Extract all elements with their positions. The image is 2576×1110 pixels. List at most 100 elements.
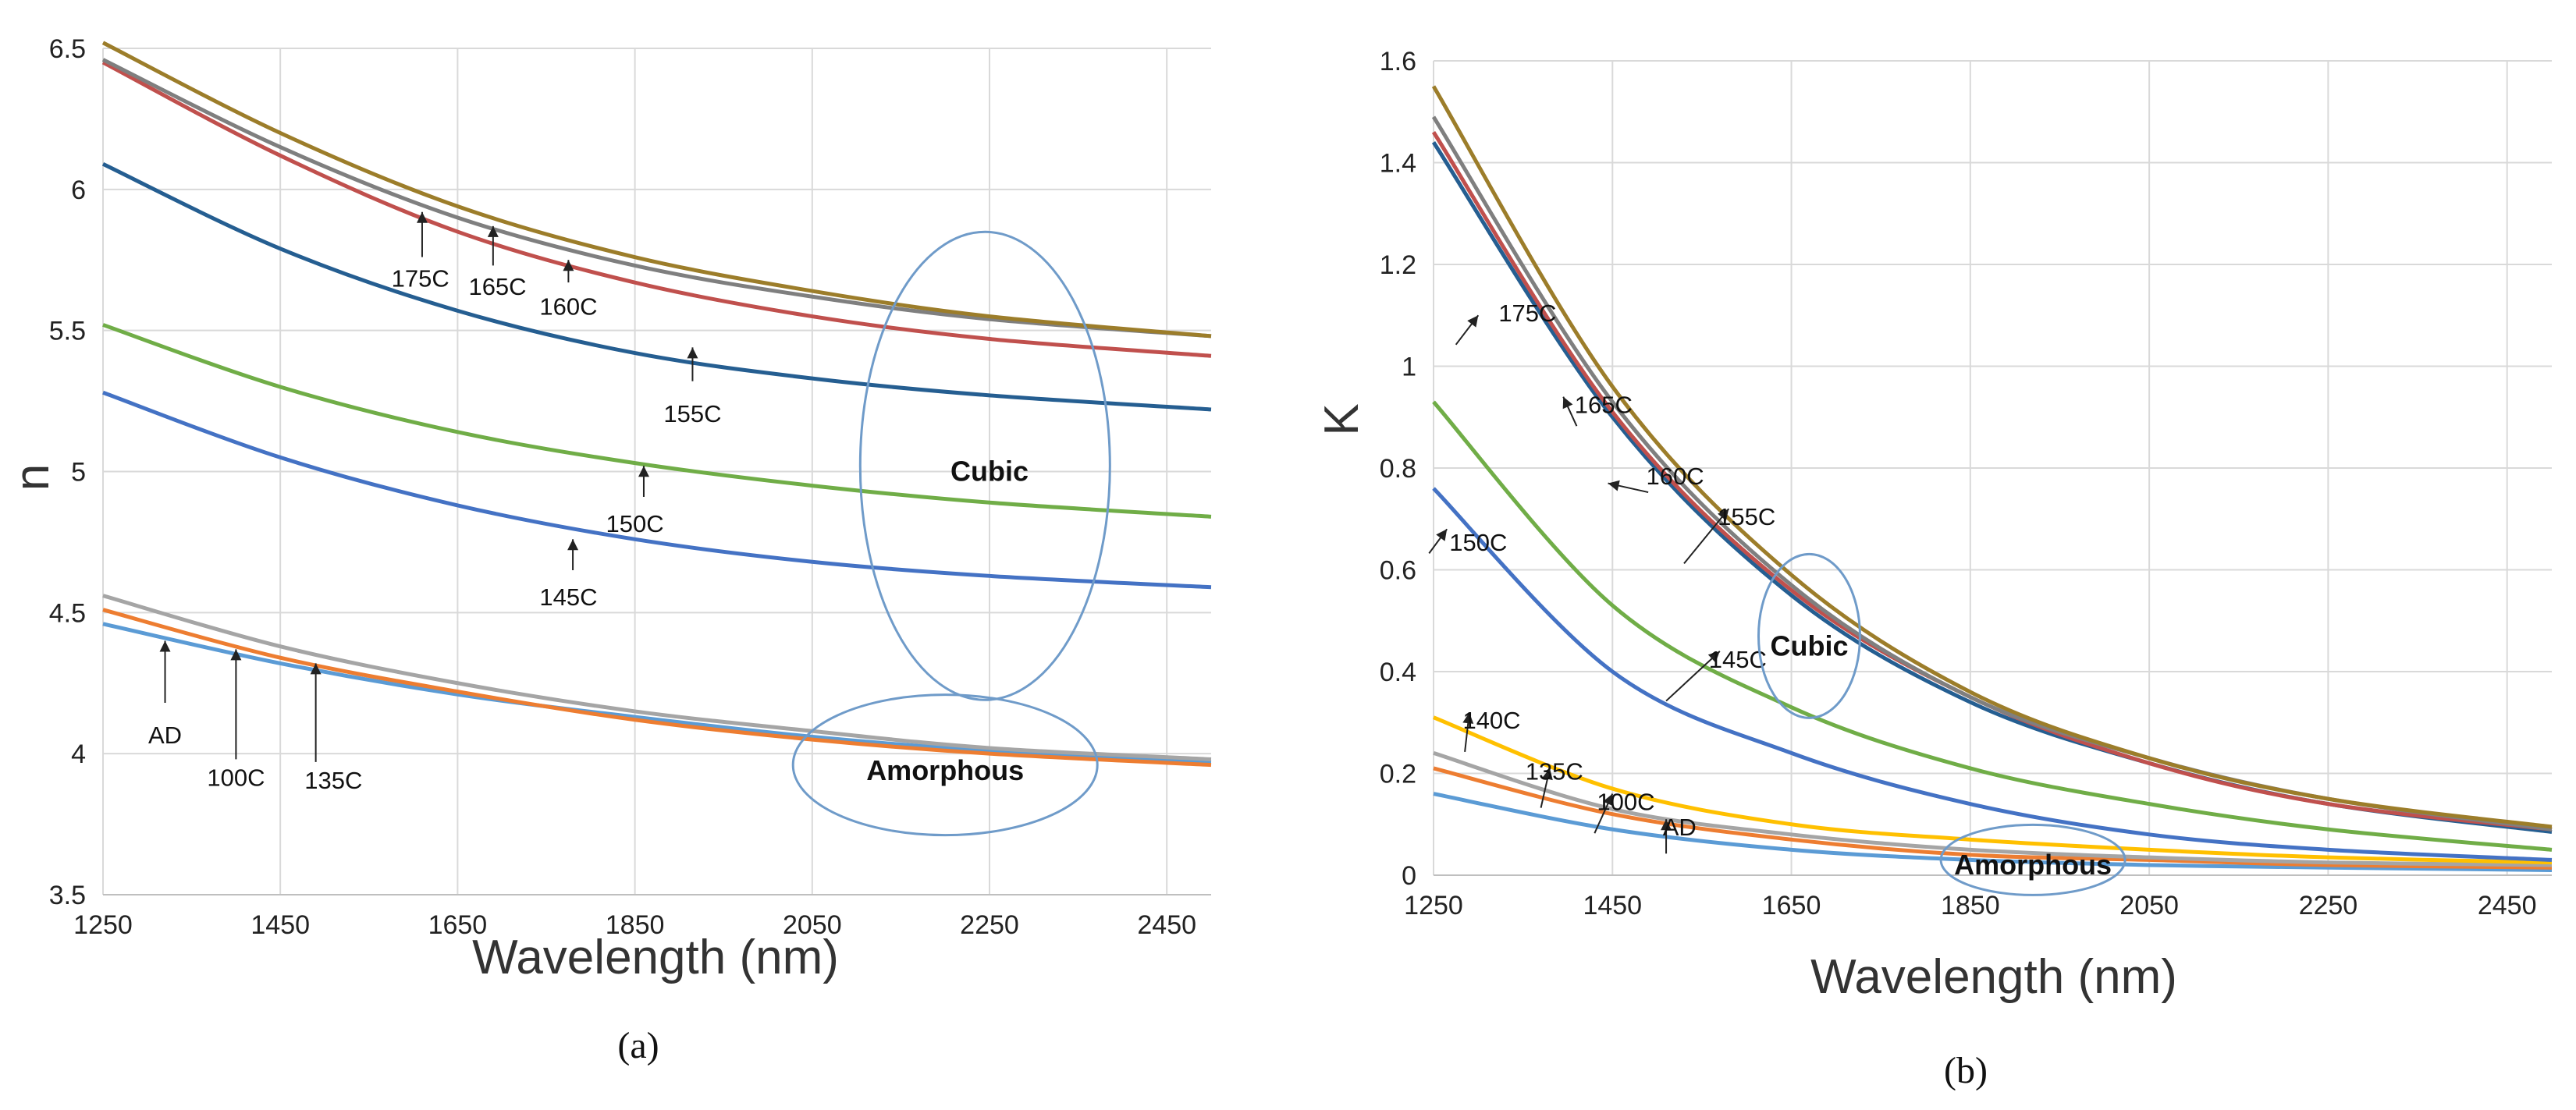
x-tick-label: 2450: [1137, 910, 1196, 940]
curve-label: 175C: [1498, 300, 1556, 327]
series-line-135c: [1433, 751, 2553, 867]
y-tick-label: 5.5: [49, 317, 86, 346]
region-label: Amorphous: [1954, 849, 2112, 881]
x-tick-label: 2050: [2119, 891, 2179, 920]
y-tick-label: 1.4: [1380, 149, 1416, 179]
series-line-155c: [1431, 141, 2553, 835]
y-tick-label: 4.5: [49, 598, 86, 628]
y-tick-label: 0.8: [1380, 454, 1416, 484]
x-tick-label: 1850: [606, 910, 665, 940]
region-ellipse: [1757, 552, 1861, 719]
y-axis-title-b: K: [1315, 403, 1369, 435]
curve-label: AD: [1663, 814, 1697, 841]
curve-label: 145C: [1709, 646, 1767, 673]
curve-label: 155C: [663, 400, 721, 427]
annotation-arrowhead: [1462, 712, 1474, 724]
x-tick-label: 1450: [250, 910, 310, 940]
curve-label: 160C: [539, 293, 597, 320]
annotation-arrowhead: [1562, 396, 1573, 410]
series-line-160c: [101, 60, 1212, 358]
ticks-a: 1250 1450 1650 1850 2050 2250 2450 3.5 4 4.5 5 5.5 6…: [49, 34, 1196, 940]
ticks-b: 1250 1450 1650 1850 2050 2250 2450 0 0.2 0.4 0.6 0.…: [1380, 47, 2537, 920]
series-line-150c: [1432, 400, 2553, 852]
series-line-160c: [1431, 131, 2553, 832]
series-line-145c: [102, 390, 1212, 590]
annotation-arrowhead: [687, 347, 698, 359]
curve-label: 150C: [1449, 529, 1507, 556]
grid-b: [1433, 60, 2552, 876]
curve-label: 175C: [392, 264, 449, 292]
annotation-arrowhead: [567, 539, 579, 551]
annotation-arrowhead: [1707, 651, 1720, 663]
curve-label: 140C: [1462, 707, 1520, 734]
y-tick-label: 0.2: [1380, 760, 1416, 789]
annotation-arrowhead: [416, 211, 428, 223]
caption-a: (a): [617, 1025, 659, 1066]
y-axis-title-a: n: [5, 464, 59, 491]
y-tick-label: 0.4: [1380, 658, 1416, 687]
annotation-arrowhead: [310, 663, 322, 675]
y-tick-label: 1.2: [1380, 250, 1416, 280]
curve-label: 135C: [304, 767, 362, 794]
y-tick-label: 5: [71, 458, 86, 488]
annotation-arrowhead: [1661, 819, 1672, 831]
y-tick-label: 6.5: [49, 34, 86, 64]
series-line-100c: [102, 608, 1212, 768]
x-tick-label: 1850: [1941, 891, 2000, 920]
series-line-ad: [102, 622, 1212, 764]
grid-a: [102, 48, 1211, 895]
curve-label: 135C: [1526, 757, 1583, 785]
annotation-arrow-line: [1683, 508, 1730, 565]
y-tick-label: 0: [1402, 861, 1416, 891]
annotation-arrowhead: [563, 260, 574, 271]
y-tick-label: 4: [71, 739, 86, 769]
annotations-a: 175C 165C 160C 155C 150C 145C AD 100C 135C Cubic A…: [148, 211, 1111, 837]
y-tick-label: 6: [71, 176, 86, 205]
region-ellipse: [791, 693, 1099, 837]
x-tick-label: 1450: [1583, 891, 1642, 920]
x-axis-title-b: Wavelength (nm): [1810, 950, 2177, 1004]
curve-label: 165C: [1575, 392, 1633, 419]
y-tick-label: 3.5: [49, 881, 86, 910]
x-tick-label: 1650: [1762, 891, 1821, 920]
x-tick-label: 1650: [428, 910, 488, 940]
annotation-arrowhead: [230, 649, 242, 661]
x-tick-label: 2250: [2299, 891, 2358, 920]
curve-label: AD: [148, 722, 182, 749]
curve-label: 150C: [606, 510, 664, 537]
annotation-arrowhead: [1436, 529, 1448, 541]
series-line-135c: [102, 594, 1212, 761]
annotation-arrowhead: [487, 225, 499, 237]
series-line-175c: [101, 41, 1212, 339]
region-ellipse: [1939, 823, 2127, 896]
series-b: [1431, 85, 2553, 872]
series-line-145c: [1432, 487, 2553, 862]
curve-label: 160C: [1646, 463, 1704, 490]
series-line-140c: [1433, 715, 2553, 865]
x-axis-title-a: Wavelength (nm): [472, 931, 839, 984]
y-tick-label: 1.6: [1380, 47, 1416, 76]
annotation-arrow-line: [1665, 651, 1721, 702]
x-tick-label: 1250: [1404, 891, 1463, 920]
series-line-175c: [1431, 85, 2553, 829]
annotation-arrowhead: [1467, 315, 1479, 328]
x-tick-label: 1250: [73, 910, 133, 940]
panel-b: 1250 1450 1650 1850 2050 2250 2450 0 0.2 0.4 0.6 0.…: [1315, 47, 2553, 1091]
annotation-arrowhead: [1608, 480, 1620, 491]
y-tick-label: 0.6: [1380, 556, 1416, 586]
curve-label: 100C: [1597, 789, 1654, 816]
region-label: Amorphous: [866, 754, 1024, 786]
annotation-arrowhead: [159, 640, 171, 652]
series-line-165c: [101, 58, 1212, 339]
series-line-165c: [1431, 115, 2553, 832]
series-line-100c: [1433, 766, 2553, 870]
curve-label: 155C: [1718, 503, 1775, 530]
annotation-arrowhead: [638, 466, 649, 477]
series-line-ad: [1433, 792, 2553, 872]
series-line-155c: [101, 162, 1212, 412]
series-a: [101, 41, 1212, 768]
curve-label: 145C: [539, 583, 597, 611]
panel-a: 1250 1450 1650 1850 2050 2250 2450 3.5 4 4.5 5 5.5 6…: [5, 34, 1212, 1066]
